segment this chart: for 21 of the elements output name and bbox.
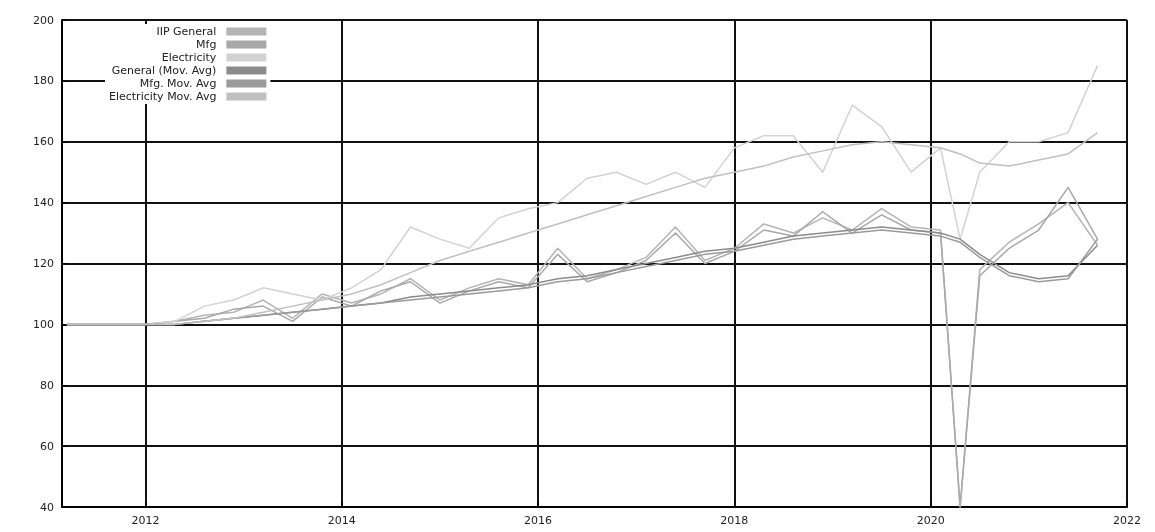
x-tick-label: 2018 [720, 514, 749, 527]
legend-label: General (Mov. Avg) [111, 64, 217, 77]
x-tick-label: 2016 [524, 514, 553, 527]
y-tick-label: 140 [33, 196, 54, 210]
y-tick-label: 200 [33, 13, 54, 27]
y-tick-label: 180 [33, 74, 54, 88]
y-tick-label: 60 [40, 439, 54, 453]
y-tick-label: 40 [40, 500, 54, 514]
legend-label: Electricity Mov. Avg [108, 90, 217, 103]
legend-label: Mfg [196, 38, 217, 51]
y-tick-label: 100 [33, 317, 54, 331]
x-tick-label: 2012 [131, 514, 160, 527]
y-tick-label: 160 [33, 135, 54, 149]
legend-label: Mfg. Mov. Avg [139, 77, 217, 90]
x-tick-label: 2020 [916, 514, 945, 527]
legend-label: IIP General [156, 25, 217, 38]
y-tick-label: 120 [33, 257, 54, 270]
x-tick-label: 2014 [327, 514, 356, 527]
y-tick-label: 80 [40, 378, 54, 392]
legend-label: Electricity [161, 51, 217, 64]
x-tick-label: 2022 [1113, 514, 1141, 527]
